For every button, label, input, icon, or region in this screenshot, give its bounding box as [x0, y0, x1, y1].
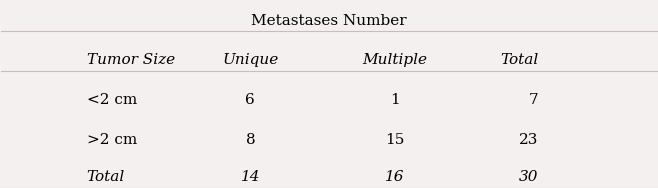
Text: 30: 30	[519, 170, 539, 183]
Text: >2 cm: >2 cm	[87, 133, 137, 147]
Text: 16: 16	[385, 170, 404, 183]
Text: 1: 1	[390, 93, 399, 107]
Text: 14: 14	[241, 170, 260, 183]
Text: Total: Total	[87, 170, 125, 183]
Text: 8: 8	[245, 133, 255, 147]
Text: Unique: Unique	[222, 53, 278, 67]
Text: 23: 23	[519, 133, 539, 147]
Text: Metastases Number: Metastases Number	[251, 14, 407, 28]
Text: Multiple: Multiple	[362, 53, 427, 67]
Text: Tumor Size: Tumor Size	[87, 53, 174, 67]
Text: 6: 6	[245, 93, 255, 107]
Text: 15: 15	[385, 133, 404, 147]
Text: Total: Total	[501, 53, 539, 67]
Text: 7: 7	[529, 93, 539, 107]
Text: <2 cm: <2 cm	[87, 93, 137, 107]
